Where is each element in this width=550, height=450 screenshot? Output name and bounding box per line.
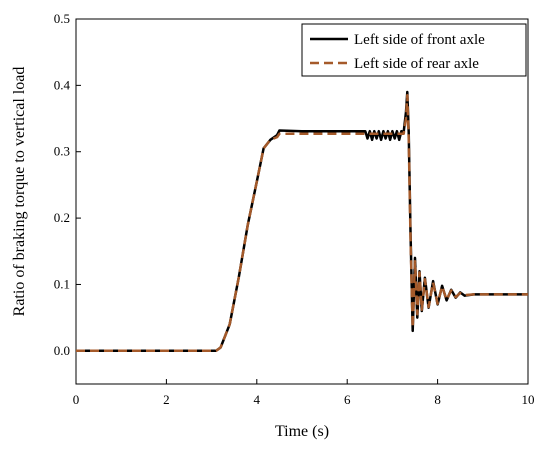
- y-tick-label: 0.0: [54, 343, 70, 358]
- y-tick-label: 0.3: [54, 144, 70, 159]
- y-tick-label: 0.5: [54, 11, 70, 26]
- series-layer: [76, 90, 528, 353]
- x-axis: 0 2 4 6 8 10: [73, 379, 535, 407]
- x-tick-label: 8: [434, 392, 441, 407]
- legend: Left side of front axle Left side of rea…: [301, 23, 527, 77]
- x-tick-label: 0: [73, 392, 80, 407]
- series-line-rear-axle: [76, 94, 528, 353]
- y-tick-label: 0.1: [54, 276, 70, 291]
- y-tick-label: 0.2: [54, 210, 70, 225]
- x-axis-title: Time (s): [275, 423, 329, 440]
- plot-area: 0 2 4 6 8 10 0.0 0.1 0.2 0.3 0.4 0.5: [54, 11, 535, 407]
- legend-label-rear-axle: Left side of rear axle: [354, 56, 479, 72]
- plot-frame: [75, 18, 529, 385]
- y-tick-label: 0.4: [54, 77, 71, 92]
- series-line-front-axle: [76, 90, 528, 353]
- x-tick-label: 2: [163, 392, 170, 407]
- legend-box: [301, 23, 527, 77]
- x-tick-label: 6: [344, 392, 351, 407]
- x-tick-label: 4: [254, 392, 261, 407]
- y-axis-title: Ratio of braking torque to vertical load: [11, 67, 28, 317]
- legend-label-front-axle: Left side of front axle: [354, 32, 485, 48]
- y-axis: 0.0 0.1 0.2 0.3 0.4 0.5: [54, 11, 81, 358]
- x-tick-label: 10: [522, 392, 535, 407]
